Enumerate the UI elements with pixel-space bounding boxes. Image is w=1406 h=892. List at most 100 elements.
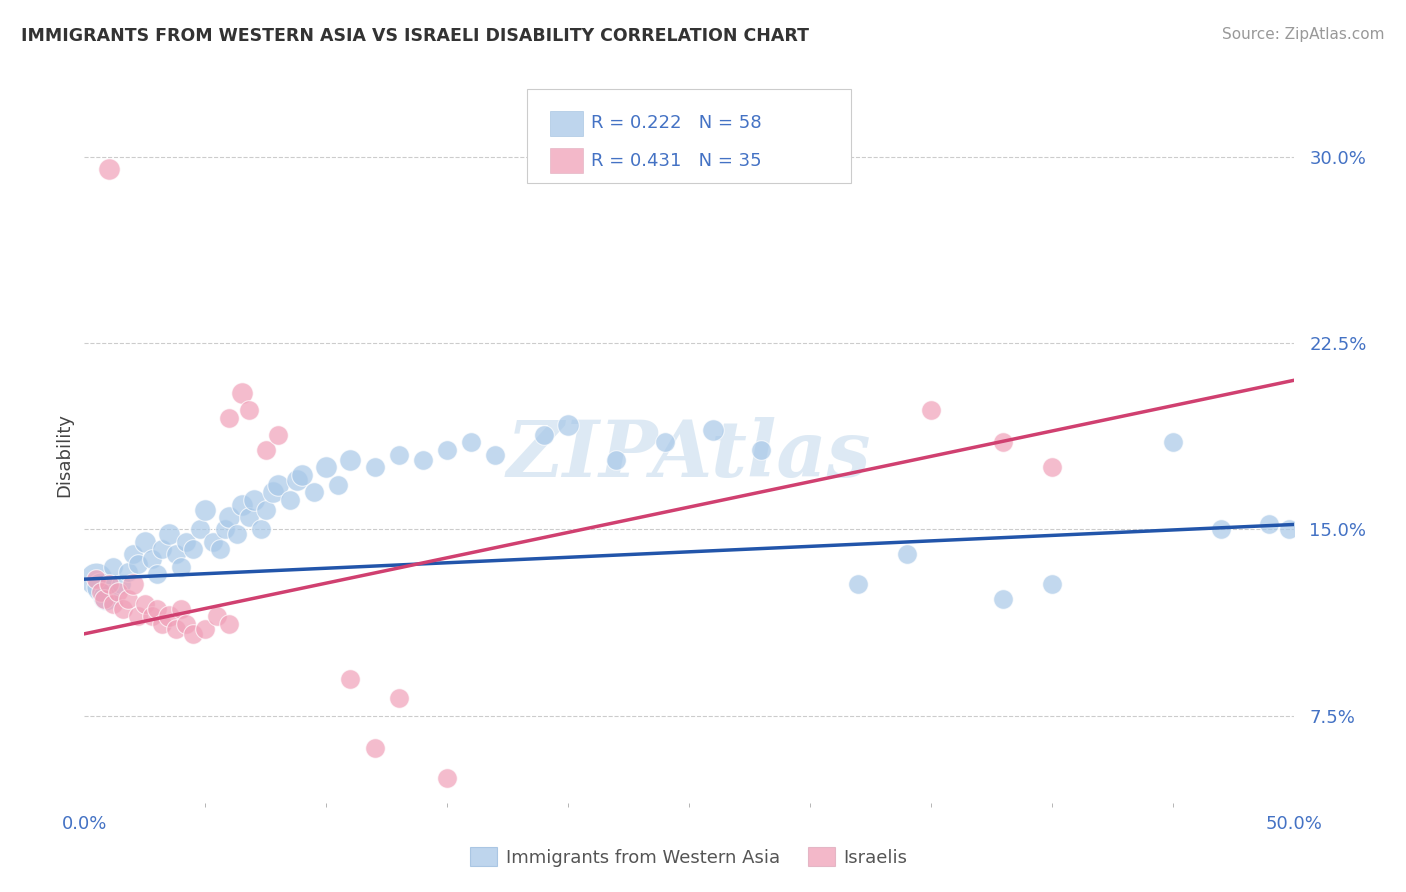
Point [436, 771, 458, 785]
Point [993, 435, 1015, 450]
Point [157, 527, 180, 541]
Point [117, 592, 139, 607]
Point [97, 162, 120, 177]
Point [174, 535, 197, 549]
Point [254, 502, 277, 516]
Point [436, 442, 458, 457]
Point [146, 602, 169, 616]
Point [388, 691, 411, 706]
Point [121, 547, 143, 561]
Point [896, 547, 918, 561]
Point [231, 498, 253, 512]
Point [339, 453, 361, 467]
Point [291, 467, 314, 482]
Point [412, 453, 434, 467]
Point [1278, 523, 1301, 537]
Point [285, 473, 308, 487]
Point [165, 622, 187, 636]
Point [93, 592, 115, 607]
Point [363, 741, 385, 756]
Legend: Immigrants from Western Asia, Israelis: Immigrants from Western Asia, Israelis [463, 840, 915, 874]
Point [157, 609, 180, 624]
Point [86, 572, 108, 586]
Point [165, 547, 187, 561]
Point [993, 592, 1015, 607]
Point [1040, 460, 1063, 475]
Point [90, 584, 112, 599]
Point [127, 609, 149, 624]
Point [702, 423, 724, 437]
Point [254, 442, 277, 457]
Point [315, 460, 337, 475]
Point [846, 577, 869, 591]
Point [207, 609, 229, 624]
Text: IMMIGRANTS FROM WESTERN ASIA VS ISRAELI DISABILITY CORRELATION CHART: IMMIGRANTS FROM WESTERN ASIA VS ISRAELI … [21, 27, 808, 45]
Point [127, 558, 149, 572]
Point [1258, 517, 1281, 532]
Point [150, 616, 173, 631]
Point [146, 567, 169, 582]
Point [605, 453, 627, 467]
Point [103, 559, 125, 574]
Point [920, 403, 942, 417]
Point [174, 616, 197, 631]
Point [121, 577, 143, 591]
Point [339, 672, 361, 686]
Point [201, 535, 224, 549]
Point [1161, 435, 1184, 450]
Point [231, 385, 253, 400]
Point [194, 622, 217, 636]
Point [363, 460, 385, 475]
Point [218, 616, 240, 631]
Point [170, 559, 193, 574]
Text: R = 0.431   N = 35: R = 0.431 N = 35 [591, 152, 761, 169]
Point [238, 403, 260, 417]
Point [134, 535, 156, 549]
Point [218, 410, 240, 425]
Point [278, 492, 301, 507]
Point [194, 502, 217, 516]
Point [141, 552, 163, 566]
Point [218, 510, 240, 524]
Point [1040, 577, 1063, 591]
Point [141, 609, 163, 624]
Point [97, 577, 120, 591]
Point [262, 485, 284, 500]
Point [460, 435, 482, 450]
Point [328, 477, 350, 491]
Point [181, 627, 204, 641]
Point [110, 577, 132, 591]
Point [112, 602, 135, 616]
Point [150, 542, 173, 557]
Point [103, 597, 125, 611]
Point [484, 448, 506, 462]
Point [181, 542, 204, 557]
Text: R = 0.222   N = 58: R = 0.222 N = 58 [591, 114, 761, 132]
Point [533, 428, 555, 442]
Text: ZIPAtlas: ZIPAtlas [506, 417, 872, 493]
Point [90, 580, 112, 594]
Point [134, 597, 156, 611]
Point [267, 428, 290, 442]
Point [117, 565, 139, 579]
Y-axis label: Disability: Disability [55, 413, 73, 497]
Point [302, 485, 325, 500]
Text: Source: ZipAtlas.com: Source: ZipAtlas.com [1222, 27, 1385, 42]
Point [86, 572, 108, 586]
Point [190, 523, 212, 537]
Point [654, 435, 676, 450]
Point [1209, 523, 1232, 537]
Point [208, 542, 231, 557]
Point [238, 510, 260, 524]
Point [214, 523, 236, 537]
Point [267, 477, 290, 491]
Point [557, 418, 579, 433]
Point [94, 590, 117, 604]
Point [250, 523, 273, 537]
Point [170, 602, 193, 616]
Point [107, 584, 129, 599]
Point [242, 492, 264, 507]
Point [225, 527, 247, 541]
Point [751, 442, 773, 457]
Point [388, 448, 411, 462]
